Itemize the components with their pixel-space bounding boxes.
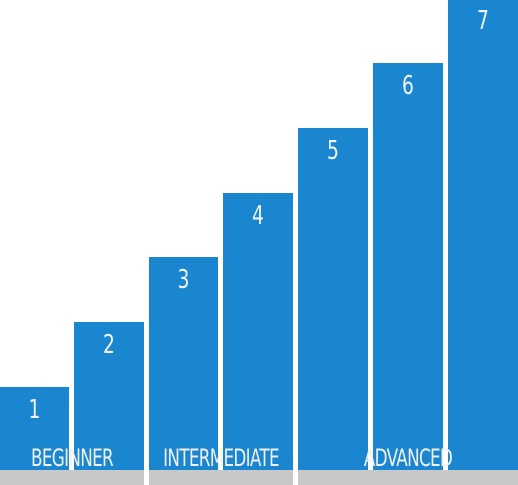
level-label-beginner: BEGINNER [31, 444, 114, 472]
step-6: 6 [373, 63, 443, 485]
step-number: 4 [252, 201, 264, 231]
level-label-intermediate: INTERMEDIATE [163, 444, 279, 472]
step-7: 7 [448, 0, 518, 485]
step-number: 1 [28, 395, 41, 425]
level-label-advanced: ADVANCED [363, 444, 453, 472]
base-advanced [298, 470, 518, 485]
step-number: 6 [402, 71, 414, 101]
step-number: 2 [103, 330, 115, 360]
base-intermediate [149, 470, 293, 485]
step-3: 3 [149, 257, 218, 485]
step-number: 5 [327, 136, 339, 166]
base-beginner [0, 470, 144, 485]
step-4: 4 [223, 193, 293, 485]
step-number: 7 [477, 6, 489, 36]
step-1: 1 [0, 387, 69, 485]
step-5: 5 [298, 128, 368, 485]
step-number: 3 [177, 265, 190, 295]
step-2: 2 [74, 322, 144, 485]
